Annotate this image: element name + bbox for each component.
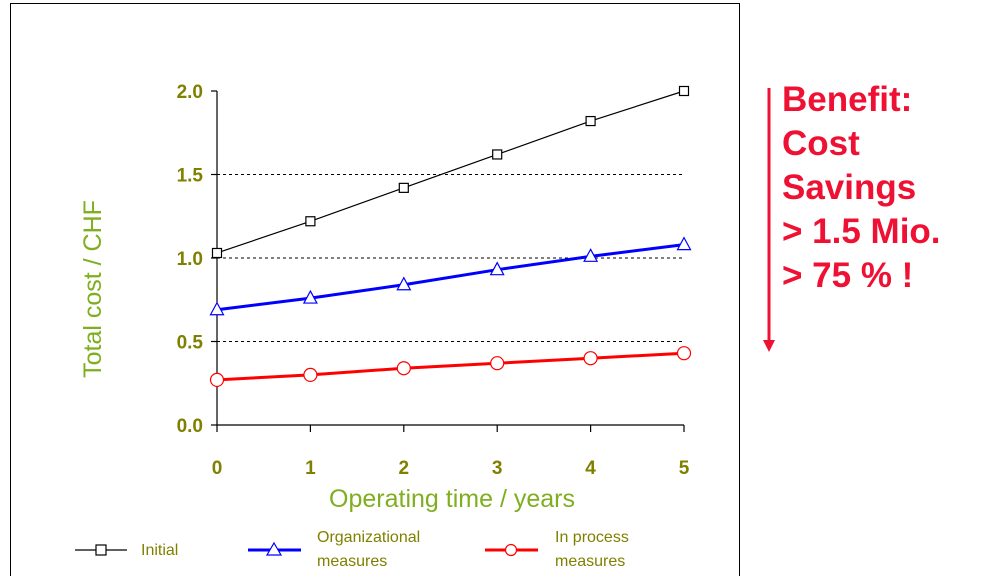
y-tick-label-4: 2.0	[177, 82, 203, 103]
series-group	[209, 85, 692, 388]
point-2-3	[490, 356, 505, 371]
point-2-4	[583, 351, 598, 366]
x-tick-label-2: 2	[399, 458, 410, 479]
point-2-2	[396, 361, 411, 376]
point-2-0	[209, 372, 225, 388]
legend-in-process-marker	[504, 543, 518, 557]
down-arrow-icon	[763, 88, 775, 352]
line-chart: 0.0 0.5 1.0 1.5 2.0 0 1 2 3 4 5 Total cost / CHF O…	[75, 82, 692, 570]
point-2-1	[303, 367, 318, 382]
benefit-line-3: Savings	[782, 168, 917, 207]
x-tick-label-0: 0	[212, 458, 223, 479]
series-0	[211, 85, 690, 259]
y-axis-title: Total cost / CHF	[79, 200, 107, 378]
legend-initial-label: Initial	[141, 542, 178, 559]
y-tick-label-3: 1.5	[177, 166, 204, 187]
point-1-1	[302, 289, 318, 304]
benefit-line-4: > 1.5 Mio.	[782, 212, 941, 251]
legend-organizational-label-2: measures	[317, 553, 387, 570]
point-0-1	[305, 216, 316, 227]
point-2-5	[676, 346, 692, 361]
x-tick-label-4: 4	[585, 458, 596, 479]
point-1-3	[489, 261, 505, 276]
point-1-5	[676, 236, 692, 251]
x-tick-label-5: 5	[679, 458, 690, 479]
benefit-text: Benefit: Cost Savings > 1.5 Mio. > 75 % …	[782, 78, 941, 298]
x-axis-title: Operating time / years	[329, 485, 575, 513]
point-1-2	[396, 276, 412, 291]
point-1-0	[209, 301, 225, 316]
x-tick-label-3: 3	[492, 458, 503, 479]
legend-initial-marker	[95, 544, 107, 556]
benefit-line-5: > 75 % !	[782, 256, 914, 295]
x-tick-label-1: 1	[305, 458, 316, 479]
point-0-2	[398, 182, 409, 193]
point-1-4	[583, 248, 599, 262]
legend: Initial Organizational measures In proce…	[75, 529, 629, 570]
series-line-0	[216, 90, 685, 254]
tick-labels: 0.0 0.5 1.0 1.5 2.0 0 1 2 3 4 5	[177, 82, 690, 479]
y-tick-label-0: 0.0	[177, 416, 203, 437]
legend-organizational-marker	[265, 541, 283, 556]
benefit-callout: Benefit: Cost Savings > 1.5 Mio. > 75 % …	[760, 80, 1000, 366]
benefit-line-2: Cost	[782, 124, 860, 163]
benefit-line-1: Benefit:	[782, 80, 913, 119]
grid-lines	[217, 174, 684, 342]
legend-in-process-label-2: measures	[555, 553, 625, 570]
point-0-5	[678, 85, 690, 97]
axes	[211, 90, 685, 432]
point-0-3	[492, 149, 503, 160]
series-2	[209, 346, 692, 388]
y-tick-label-2: 1.0	[177, 249, 203, 270]
legend-in-process-label-1: In process	[555, 529, 629, 546]
legend-organizational-label-1: Organizational	[317, 529, 420, 546]
chart-panel: 0.0 0.5 1.0 1.5 2.0 0 1 2 3 4 5 Total cost / CHF O…	[10, 3, 740, 576]
series-line-2	[216, 351, 685, 382]
series-line-1	[216, 243, 685, 312]
point-0-4	[585, 115, 596, 127]
y-tick-label-1: 0.5	[177, 333, 204, 354]
point-0-0	[211, 247, 223, 259]
series-1	[209, 236, 692, 316]
